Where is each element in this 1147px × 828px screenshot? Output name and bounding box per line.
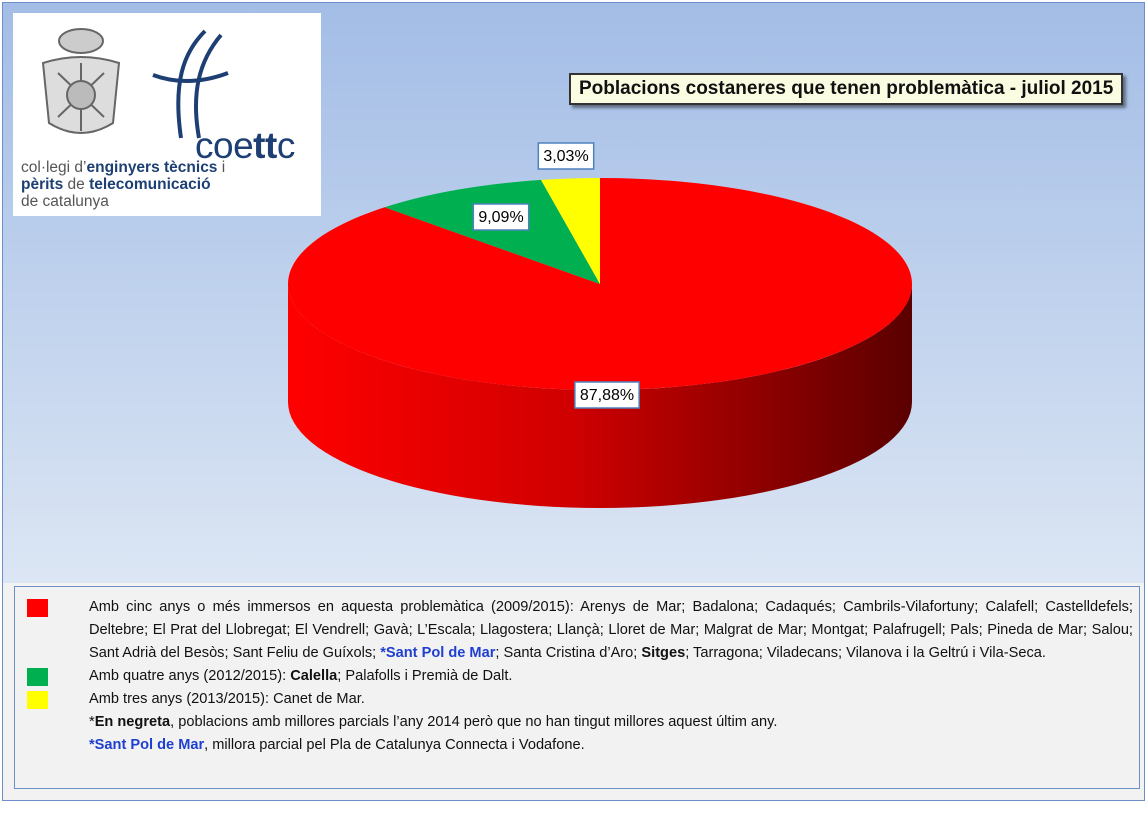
logo-line: col·legi d’enginyers tècnics i [21, 159, 225, 176]
pie-slice [384, 179, 600, 284]
text-run: En negreta [94, 714, 171, 730]
text-run: Amb tres anys (2013/2015): Canet de Mar. [89, 691, 365, 707]
legend-entry: Amb quatre anys (2012/2015): Calella; Pa… [89, 665, 1133, 688]
legend-marker [27, 691, 48, 709]
text-run: , millora parcial pel Pla de Catalunya C… [204, 737, 585, 753]
text-run: de catalunya [21, 193, 109, 210]
logo-line: pèrits de telecomunicació [21, 176, 211, 193]
text-run: pèrits [21, 176, 64, 193]
pie-chart: 87,88% 9,09% 3,03% [288, 142, 913, 508]
legend-marker [27, 668, 48, 686]
legend-marker [27, 599, 48, 617]
chart-title: Poblacions costaneres que tenen problemà… [569, 73, 1124, 105]
legend-entry: Amb cinc anys o més immersos en aquesta … [89, 596, 1133, 665]
pie-slice [540, 178, 600, 284]
logo-graphic [41, 28, 229, 139]
logo: coettc col·legi d’enginyers tècnics i pèr… [13, 13, 321, 216]
value-label-box [574, 381, 640, 409]
pie-slice [288, 178, 913, 391]
text-run: enginyers tècnics [86, 159, 218, 176]
value-label: 9,09% [478, 209, 523, 226]
text-run: tt [253, 125, 277, 166]
text-run: Calella [290, 668, 338, 684]
text-run: ; Tarragona; Viladecans; Vilanova i la G… [685, 645, 1046, 661]
value-label-box [537, 142, 595, 170]
text-run: i [217, 159, 226, 176]
value-label: 3,03% [543, 148, 588, 165]
text-run: *Sant Pol de Mar [89, 737, 205, 753]
text-run: * [89, 714, 95, 730]
note: *Sant Pol de Mar, millora parcial pel Pl… [89, 734, 1133, 757]
text-run: Sitges [641, 645, 686, 661]
text-run: ; Palafolls i Premià de Dalt. [337, 668, 513, 684]
legend-entry: Amb tres anys (2013/2015): Canet de Mar. [89, 688, 1133, 711]
logo-name: coettc [195, 125, 295, 167]
text-run: *Sant Pol de Mar [380, 645, 496, 661]
value-label: 87,88% [580, 387, 634, 404]
legend: Amb cinc anys o més immersos en aquesta … [14, 586, 1140, 789]
text-run: col·legi d’ [21, 159, 87, 176]
text-run: ; Santa Cristina d’Aro; [495, 645, 642, 661]
text-run: Amb cinc anys o més immersos en aquesta … [89, 599, 1133, 661]
text-run: Amb quatre anys (2012/2015): [89, 668, 291, 684]
chart-frame: 87,88% 9,09% 3,03% coettc col·legi d’engin… [2, 2, 1145, 801]
logo-line: de catalunya [21, 193, 109, 210]
text-run: de [63, 176, 90, 193]
value-label-box [472, 203, 530, 231]
text-run: c [276, 125, 296, 166]
text-run: telecomunicació [89, 176, 211, 193]
note: *En negreta, poblacions amb millores par… [89, 711, 1133, 734]
text-run: , poblacions amb millores parcials l’any… [170, 714, 778, 730]
text-run: coe [195, 125, 254, 166]
